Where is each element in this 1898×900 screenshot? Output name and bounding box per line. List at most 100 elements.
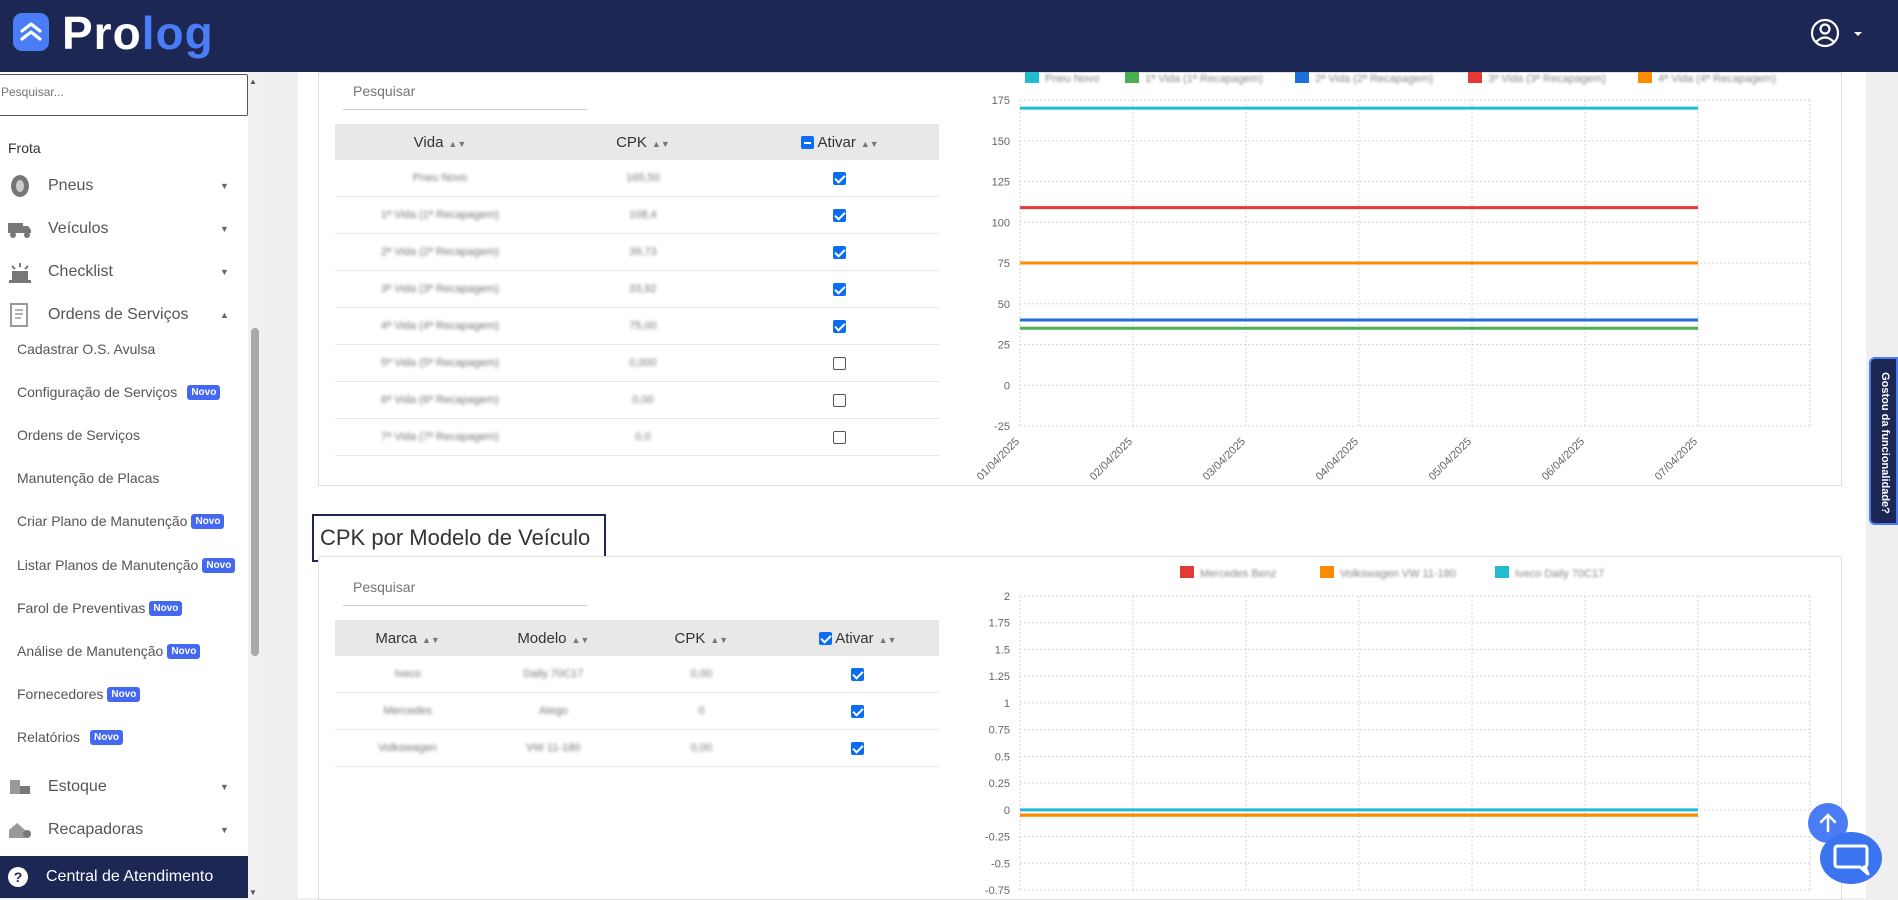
sidebar-item-ordens-de-servicos[interactable]: Ordens de Serviços ▲ (0, 297, 240, 333)
sidebar-subitem-criar-plano-de-manutencao[interactable]: Criar Plano de Manutenção Novo (17, 509, 225, 533)
cpk-modelo-search-field (343, 571, 587, 606)
sort-icon: ▲▼ (878, 634, 897, 645)
ativar-checkbox[interactable] (851, 704, 865, 718)
col-header-vida[interactable]: Vida ▲▼ (335, 124, 545, 160)
cpk-cell: 0,00 (626, 729, 777, 767)
legend-item: 1ª Vida (1ª Recapagem) (1125, 72, 1263, 85)
y-tick-label: 1.75 (989, 618, 1010, 630)
sidebar-item-pneus[interactable]: Pneus ▼ (0, 168, 240, 204)
sidebar-subitem-cadastrar-os-avulsa[interactable]: Cadastrar O.S. Avulsa (17, 337, 155, 361)
col-header-marca[interactable]: Marca ▲▼ (335, 620, 481, 656)
cpk-modelo-search-input[interactable] (343, 571, 573, 595)
ativar-checkbox[interactable] (833, 319, 847, 333)
modelo-cell-text: Atego (538, 705, 568, 717)
legend-item: Volkswagen VW 11-180 (1320, 566, 1456, 580)
cpk-cell: 0,00 (626, 656, 777, 693)
cpk-modelo-line-chart: -0.75 -0.5 -0.25 0 0.25 0.5 0.75 1 1.25 1.5 1.75 2 M… (985, 566, 1811, 897)
sidebar-item-veiculos[interactable]: Veículos ▼ (0, 211, 240, 247)
feedback-tab[interactable]: Gostou da funcionalidade? (1869, 357, 1898, 525)
y-tick-label: 175 (992, 95, 1010, 107)
new-badge: Novo (149, 600, 183, 616)
cpk-cell: 108,4 (544, 196, 741, 234)
chat-button[interactable] (1820, 832, 1882, 884)
checklist-icon (6, 261, 34, 283)
cpk-cell-text: 165,50 (626, 172, 660, 184)
col-label: CPK (616, 133, 647, 151)
retreader-icon (6, 819, 34, 841)
modelo-cell: VW 11-180 (480, 729, 627, 767)
scroll-up-arrow-icon[interactable]: ▲ (249, 77, 257, 86)
sidebar-subitem-analise-de-manutencao[interactable]: Análise de Manutenção Novo (17, 639, 201, 663)
new-badge: Novo (202, 557, 236, 573)
help-icon: ? (8, 867, 28, 887)
table-row: 6ª Vida (6ª Recapagem) 0,00 (335, 381, 939, 419)
central-de-atendimento-button[interactable]: ? Central de Atendimento (0, 856, 248, 898)
sidebar-item-label: Veículos (48, 220, 109, 237)
legend-label: Pneu Novo (1045, 73, 1099, 85)
ativar-checkbox[interactable] (833, 245, 847, 259)
vida-cell-text: 5ª Vida (5ª Recapagem) (380, 357, 499, 369)
table-row: 5ª Vida (5ª Recapagem) 0,000 (335, 344, 939, 382)
col-header-cpk[interactable]: CPK ▲▼ (544, 124, 741, 160)
table-row: Volkswagen VW 11-180 0,00 (335, 729, 939, 767)
sidebar-subitem-ordens-de-servicos[interactable]: Ordens de Serviços (17, 423, 140, 447)
col-header-cpk[interactable]: CPK ▲▼ (626, 620, 777, 656)
subitem-label: Cadastrar O.S. Avulsa (17, 341, 156, 357)
sidebar-subitem-listar-planos-de-manutencao[interactable]: Listar Planos de Manutenção Novo (17, 553, 236, 577)
sidebar-item-estoque[interactable]: Estoque ▼ (0, 769, 240, 805)
ativar-checkbox[interactable] (833, 393, 847, 407)
sidebar-subitem-fornecedores[interactable]: Fornecedores Novo (17, 682, 141, 706)
sidebar-subitem-manutencao-de-placas[interactable]: Manutenção de Placas (17, 466, 159, 490)
sidebar-item-label: Estoque (48, 778, 107, 795)
ativar-cell (776, 656, 939, 693)
user-menu-button[interactable] (1808, 17, 1866, 51)
central-de-atendimento-label: Central de Atendimento (46, 868, 214, 885)
logo-pro-text: Pro (62, 7, 142, 59)
cpk-vida-search-field (343, 75, 587, 110)
ativar-checkbox[interactable] (833, 171, 847, 185)
new-badge: Novo (90, 729, 124, 745)
legend-item: Pneu Novo (1025, 72, 1099, 85)
prolog-logo-text[interactable]: Prolog (62, 6, 214, 60)
select-all-checkbox[interactable] (818, 632, 832, 646)
legend-swatch (1495, 566, 1509, 578)
sidebar-scrollbar-thumb[interactable] (251, 328, 259, 656)
subitem-label: Relatórios (17, 729, 81, 745)
table-header-row: Marca ▲▼ Modelo ▲▼ CPK ▲▼ Ativar ▲▼ (335, 620, 939, 656)
vida-cell: 3ª Vida (3ª Recapagem) (335, 270, 545, 308)
sidebar-item-recapadoras[interactable]: Recapadoras ▼ (0, 812, 240, 848)
legend-item: Mercedes Benz (1180, 566, 1276, 580)
col-header-modelo[interactable]: Modelo ▲▼ (480, 620, 627, 656)
x-tick-label: 03/04/2025 (1201, 436, 1248, 483)
col-header-ativar[interactable]: Ativar ▲▼ (776, 620, 939, 656)
ativar-checkbox[interactable] (833, 430, 847, 444)
vida-cell: 5ª Vida (5ª Recapagem) (335, 344, 545, 382)
table-row: Mercedes Atego 0 (335, 692, 939, 730)
cpk-cell-text: 33,92 (629, 283, 657, 295)
sidebar-subitem-farol-de-preventivas[interactable]: Farol de Preventivas Novo (17, 596, 183, 620)
col-header-ativar[interactable]: Ativar ▲▼ (740, 124, 939, 160)
ativar-checkbox[interactable] (851, 741, 865, 755)
cpk-cell-text: 0,0 (635, 431, 651, 443)
prolog-logo-icon[interactable] (13, 13, 49, 51)
chevron-down-icon: ▼ (220, 825, 229, 835)
legend-swatch (1468, 72, 1482, 83)
ativar-checkbox[interactable] (833, 282, 847, 296)
ativar-checkbox[interactable] (851, 667, 865, 681)
sidebar-item-checklist[interactable]: Checklist ▼ (0, 254, 240, 290)
sidebar-subitem-relatorios[interactable]: Relatórios Novo (17, 725, 124, 749)
ativar-checkbox[interactable] (833, 356, 847, 370)
legend-label: 4ª Vida (4ª Recapagem) (1658, 73, 1776, 85)
scroll-down-arrow-icon[interactable]: ▼ (249, 888, 257, 897)
sort-icon: ▲▼ (571, 634, 590, 645)
ativar-checkbox[interactable] (833, 208, 847, 222)
cpk-vida-search-input[interactable] (343, 75, 573, 99)
vida-cell: 6ª Vida (6ª Recapagem) (335, 381, 545, 419)
chevron-down-icon: ▼ (220, 224, 229, 234)
select-all-checkbox[interactable] (801, 136, 815, 150)
legend-label: 2ª Vida (2ª Recapagem) (1315, 73, 1433, 85)
sidebar-subitem-configuracao-de-servicos[interactable]: Configuração de Serviços Novo (17, 380, 221, 404)
vida-cell-text: 2ª Vida (2ª Recapagem) (380, 246, 499, 258)
sidebar-search-input[interactable] (0, 75, 201, 99)
legend-label: 1ª Vida (1ª Recapagem) (1145, 73, 1263, 85)
